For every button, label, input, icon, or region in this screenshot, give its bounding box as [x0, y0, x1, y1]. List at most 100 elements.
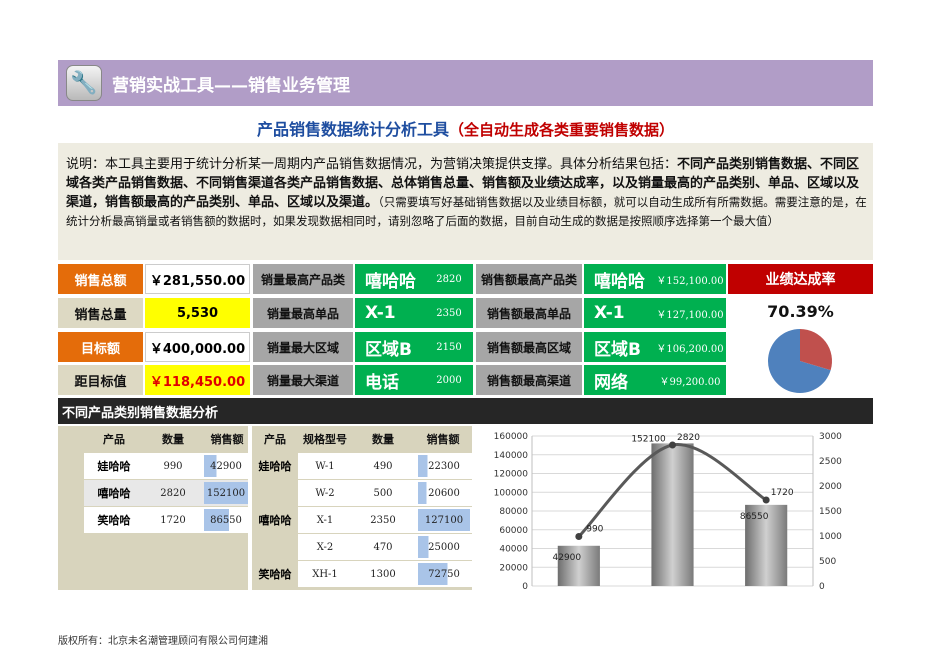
line-data-label: 1720: [771, 488, 794, 498]
spec-row-qty: 490: [373, 460, 393, 472]
total-sales-label: 销售总额: [58, 264, 143, 294]
tool-title-main: 产品销售数据统计分析工具: [256, 120, 449, 139]
spec-row-qty: 500: [373, 487, 393, 499]
cat-row-qty: 1720: [160, 514, 186, 526]
total-sales-value: ￥281,550.00: [145, 264, 250, 294]
description-bold: 不同产品类别销售数据、不同区域各类产品销售数据、不同销售渠道各类产品销售数据、总…: [66, 157, 860, 210]
spec-row-product: 娃哈哈: [258, 460, 292, 473]
top-amount-category-num: ￥152,100.00: [654, 264, 726, 294]
spec-row-spec: X-1: [316, 514, 334, 526]
spec-row-qty: 1300: [370, 568, 396, 580]
spec-header-qty: 数量: [372, 433, 394, 446]
top-qty-category-num: 2820: [425, 264, 473, 294]
line-data-label: 990: [586, 525, 603, 535]
spec-row-spec: W-2: [315, 487, 335, 499]
bar: [651, 443, 694, 586]
top-qty-channel-label: 销量最大渠道: [253, 365, 353, 395]
right-axis-tick: 1000: [819, 532, 842, 542]
spec-row-spec: XH-1: [312, 568, 338, 580]
spec-row-product: [252, 480, 298, 506]
category-sales-chart: 0200004000060000800001000001200001400001…: [476, 426, 873, 592]
top-amount-item-label: 销售额最高单品: [476, 298, 582, 328]
cat-row-amount: 42900: [204, 455, 248, 477]
spec-row-spec: X-2: [316, 541, 334, 553]
spec-row-qty: 470: [373, 541, 393, 553]
right-axis-tick: 2500: [819, 457, 842, 467]
top-amount-item-num: ￥127,100.00: [654, 298, 726, 328]
spec-header-spec: 规格型号: [303, 433, 347, 446]
right-axis-tick: 0: [819, 582, 825, 592]
total-qty-value: 5,530: [145, 298, 250, 328]
cat-row-product: 娃哈哈: [97, 460, 131, 473]
right-axis-tick: 2000: [819, 482, 842, 492]
line-point: [669, 441, 676, 449]
cat-row-amount: 152100: [204, 482, 248, 504]
achievement-value: 70.39%: [728, 296, 873, 326]
right-axis-tick: 3000: [819, 432, 842, 442]
target-label: 目标额: [58, 332, 143, 362]
description-lead: 说明：本工具主要用于统计分析某一周期内产品销售数据情况，为营销决策提供支撑。具体…: [66, 157, 678, 172]
top-qty-category-label: 销量最高产品类: [253, 264, 353, 294]
top-qty-region-label: 销量最大区域: [253, 332, 353, 362]
left-axis-tick: 160000: [494, 432, 529, 442]
spec-row-amount: 72750: [418, 563, 470, 585]
wrench-icon: 🔧: [66, 65, 102, 101]
top-amount-region-label: 销售额最高区域: [476, 332, 582, 362]
top-qty-channel-num: 2000: [425, 365, 473, 395]
cat-header-product: 产品: [103, 433, 125, 446]
spec-row-qty: 2350: [370, 514, 396, 526]
top-qty-region-value: 区域B: [355, 332, 425, 362]
top-qty-region-num: 2150: [425, 332, 473, 362]
left-axis-tick: 100000: [494, 488, 529, 498]
top-qty-channel-value: 电话: [355, 365, 425, 395]
cat-row-product: 嘻哈哈: [97, 487, 131, 500]
cat-row-qty: 2820: [160, 487, 186, 499]
top-amount-item-value: X-1: [584, 298, 654, 328]
total-qty-label: 销售总量: [58, 298, 143, 328]
cat-row-amount: 86550: [204, 509, 248, 531]
left-axis-tick: 0: [522, 582, 528, 592]
section-title: 不同产品类别销售数据分析: [58, 398, 873, 424]
cat-header-amount: 销售额: [210, 433, 244, 446]
line-data-label: 2820: [677, 433, 700, 443]
spec-row-amount: 127100: [418, 509, 470, 531]
top-amount-channel-value: 网络: [584, 365, 654, 395]
bar-data-label: 152100: [631, 434, 666, 444]
left-axis-tick: 40000: [499, 545, 528, 555]
spec-header-product: 产品: [264, 433, 286, 446]
right-axis-tick: 1500: [819, 507, 842, 517]
left-axis-tick: 20000: [499, 563, 528, 573]
target-value: ￥400,000.00: [145, 332, 250, 362]
bar: [745, 504, 788, 586]
cat-row-product: 笑哈哈: [97, 514, 131, 527]
achievement-pie: [768, 329, 832, 393]
gap-value: ￥118,450.00: [145, 365, 250, 395]
bar-data-label: 42900: [553, 553, 582, 563]
top-qty-item-label: 销量最高单品: [253, 298, 353, 328]
banner-title: 营销实战工具——销售业务管理: [112, 75, 350, 96]
spec-row-amount: 25000: [418, 536, 470, 558]
top-amount-category-value: 嘻哈哈: [584, 264, 654, 294]
top-amount-channel-num: ￥99,200.00: [654, 365, 726, 395]
spec-header-amount: 销售额: [426, 433, 460, 446]
left-axis-tick: 80000: [499, 507, 528, 517]
achievement-label: 业绩达成率: [728, 264, 873, 294]
bar-data-label: 86550: [740, 512, 769, 522]
left-axis-tick: 120000: [494, 470, 529, 480]
spec-row-amount: 22300: [418, 455, 470, 477]
spec-row-product: [252, 534, 298, 560]
bar: [557, 545, 600, 586]
tool-title-sub: （全自动生成各类重要销售数据）: [449, 121, 675, 139]
description-box: 说明：本工具主要用于统计分析某一周期内产品销售数据情况，为营销决策提供支撑。具体…: [58, 143, 873, 260]
header-banner: 🔧 营销实战工具——销售业务管理: [58, 60, 873, 106]
top-qty-category-value: 嘻哈哈: [355, 264, 425, 294]
description-note: （只需要填写好基础销售数据以及业绩目标额，就可以自动生成所有所需数据。需要注意的…: [66, 195, 867, 228]
top-amount-region-num: ￥106,200.00: [654, 332, 726, 362]
line-point: [762, 496, 770, 504]
copyright-footer: 版权所有：北京未名潮管理顾问有限公司何建湘: [58, 636, 268, 647]
pie-slice-remaining: [800, 329, 832, 371]
left-axis-tick: 60000: [499, 526, 528, 536]
right-axis-tick: 500: [819, 557, 836, 567]
gap-label: 距目标值: [58, 365, 143, 395]
tool-title: 产品销售数据统计分析工具（全自动生成各类重要销售数据）: [58, 116, 873, 140]
